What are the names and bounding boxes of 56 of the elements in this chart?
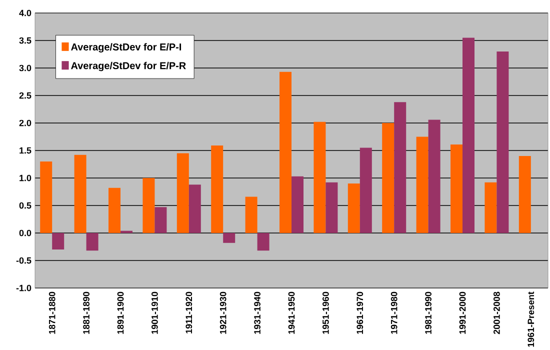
x-tick-label: 1961-1970 <box>356 292 364 334</box>
bar <box>40 162 52 233</box>
bar <box>280 72 292 233</box>
bar <box>108 188 120 233</box>
x-tick-label: 1951-1960 <box>322 292 329 334</box>
x-tick-label: 1971-1980 <box>390 292 398 334</box>
bar <box>176 153 189 233</box>
x-tick-label: 1921-1930 <box>220 292 226 334</box>
bar <box>382 123 394 233</box>
bar <box>428 120 440 233</box>
legend-label: Average/StDev for E/P-R <box>71 62 186 72</box>
y-tick-label: 3.0 <box>19 64 32 72</box>
y-tick-label: 2.0 <box>19 120 32 126</box>
y-tick-label: 1.5 <box>20 147 32 154</box>
bar <box>450 144 463 233</box>
x-tick-label: 2001-2008 <box>494 292 500 334</box>
bar <box>154 207 167 233</box>
legend-label: Average/StDev for E/P-I <box>71 43 182 52</box>
bar <box>348 184 360 233</box>
x-tick-label: 1961-Present <box>528 292 534 347</box>
x-tick-label: 1931-1940 <box>254 292 260 334</box>
bar <box>360 148 372 233</box>
bar <box>314 122 326 233</box>
y-tick-label: -0.5 <box>16 257 32 264</box>
y-tick-label: 4.0 <box>19 10 32 16</box>
bar <box>496 52 509 233</box>
y-tick-label: 3.5 <box>19 37 32 44</box>
x-tick-label: 1981-1990 <box>425 292 432 334</box>
y-tick-label: 0.5 <box>19 202 32 209</box>
y-tick-label: 2.5 <box>19 92 32 99</box>
bar <box>188 184 201 233</box>
x-tick-label: 1881-1890 <box>83 292 90 334</box>
x-tick-label: 1891-1900 <box>117 292 124 334</box>
bar <box>326 182 338 233</box>
bar <box>74 154 86 233</box>
bar <box>245 196 258 233</box>
x-tick-label: 1911-1920 <box>186 292 192 334</box>
x-tick-label: 1991-2000 <box>459 292 466 334</box>
y-tick-label: -1.0 <box>16 284 32 292</box>
x-tick-label: 1901-1910 <box>152 292 158 334</box>
x-tick-label: 1871-1880 <box>48 292 56 334</box>
bar <box>462 38 475 233</box>
bar <box>518 156 531 233</box>
bar <box>52 233 64 250</box>
bar <box>394 102 406 233</box>
bar <box>257 233 270 251</box>
x-tick-label: 1941-1950 <box>288 292 295 334</box>
bar <box>86 233 98 251</box>
bar <box>142 178 155 233</box>
y-tick-label: 1.0 <box>20 174 32 182</box>
y-tick-label: 0.0 <box>19 230 32 236</box>
bar <box>416 136 428 233</box>
bar <box>223 233 236 243</box>
bar <box>292 176 304 233</box>
bar <box>211 146 224 233</box>
bar <box>484 182 497 233</box>
